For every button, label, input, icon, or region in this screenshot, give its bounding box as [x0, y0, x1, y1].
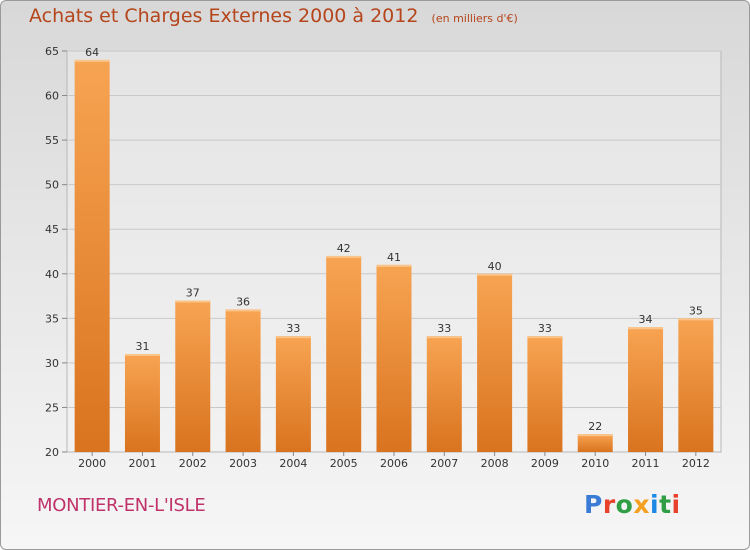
bars [74, 59, 714, 453]
logo-letter: r [602, 490, 616, 519]
x-tick-label: 2002 [179, 457, 207, 470]
x-tick-label: 2012 [682, 457, 710, 470]
bar-2010 [577, 434, 613, 452]
logo-letter: t [659, 490, 672, 519]
value-label: 36 [236, 295, 250, 308]
y-tick-label: 35 [45, 312, 59, 325]
bar-2003 [225, 309, 261, 452]
bar-2001 [124, 353, 160, 452]
y-tick-label: 60 [45, 90, 59, 103]
value-label: 33 [437, 322, 451, 335]
proxiti-logo: Proxiti [584, 490, 681, 519]
value-label: 42 [337, 242, 351, 255]
value-label: 33 [286, 322, 300, 335]
logo-letter: i [650, 490, 660, 519]
value-label: 41 [387, 251, 401, 264]
bar-highlight [326, 255, 362, 258]
axis-labels: 20 25 30 35 40 45 50 55 60 65 2000 2001 2002 2003 2004… [45, 45, 710, 470]
x-tick-label: 2001 [128, 457, 156, 470]
x-tick-label: 2007 [430, 457, 458, 470]
bar-2005 [326, 255, 362, 452]
y-tick-label: 65 [45, 45, 59, 58]
bar-highlight [527, 336, 563, 339]
x-tick-label: 2008 [481, 457, 509, 470]
bar-2007 [426, 336, 462, 452]
x-tick-label: 2006 [380, 457, 408, 470]
bar-highlight [628, 327, 664, 330]
bar-2000 [74, 59, 110, 453]
logo-letter: P [584, 490, 603, 519]
bar-highlight [275, 336, 311, 339]
logo-letter: o [615, 490, 634, 519]
y-tick-label: 25 [45, 401, 59, 414]
value-label: 31 [135, 340, 149, 353]
bar-2008 [477, 273, 513, 452]
bar-2004 [275, 336, 311, 452]
logo-letter: x [633, 490, 650, 519]
y-tick-label: 45 [45, 223, 59, 236]
value-labels: 64 31 37 36 33 42 41 33 40 33 22 34 35 [85, 46, 703, 433]
bar-2002 [175, 300, 211, 452]
bar-highlight [678, 318, 714, 321]
bar-highlight [477, 273, 513, 276]
bar-highlight [74, 59, 110, 62]
x-tick-label: 2009 [531, 457, 559, 470]
bar-highlight [376, 264, 412, 267]
bar-highlight [577, 434, 613, 437]
chart-title-unit: (en milliers d'€) [431, 12, 518, 25]
value-label: 40 [488, 260, 502, 273]
value-label: 33 [538, 322, 552, 335]
x-tick-label: 2011 [632, 457, 660, 470]
bar-2006 [376, 264, 412, 452]
x-tick-label: 2004 [279, 457, 307, 470]
bar-2009 [527, 336, 563, 452]
value-label: 64 [85, 46, 99, 59]
bar-highlight [124, 353, 160, 356]
bar-highlight [225, 309, 261, 312]
x-tick-label: 2003 [229, 457, 257, 470]
y-tick-label: 20 [45, 446, 59, 459]
y-tick-label: 40 [45, 268, 59, 281]
bar-2012 [678, 318, 714, 452]
bar-highlight [426, 336, 462, 339]
value-label: 37 [186, 287, 200, 300]
x-tick-label: 2005 [330, 457, 358, 470]
x-tick-label: 2010 [581, 457, 609, 470]
x-tick-label: 2000 [78, 457, 106, 470]
bar-highlight [175, 300, 211, 303]
chart-title-main: Achats et Charges Externes 2000 à 2012 [29, 5, 419, 27]
logo-letter: i [671, 490, 681, 519]
y-tick-label: 50 [45, 179, 59, 192]
chart-title: Achats et Charges Externes 2000 à 2012 (… [29, 5, 518, 27]
value-label: 34 [639, 313, 653, 326]
value-label: 22 [588, 420, 602, 433]
y-tick-label: 30 [45, 357, 59, 370]
commune-name: MONTIER-EN-L'ISLE [37, 495, 206, 516]
y-tick-label: 55 [45, 134, 59, 147]
value-label: 35 [689, 304, 703, 317]
bar-2011 [628, 327, 664, 452]
